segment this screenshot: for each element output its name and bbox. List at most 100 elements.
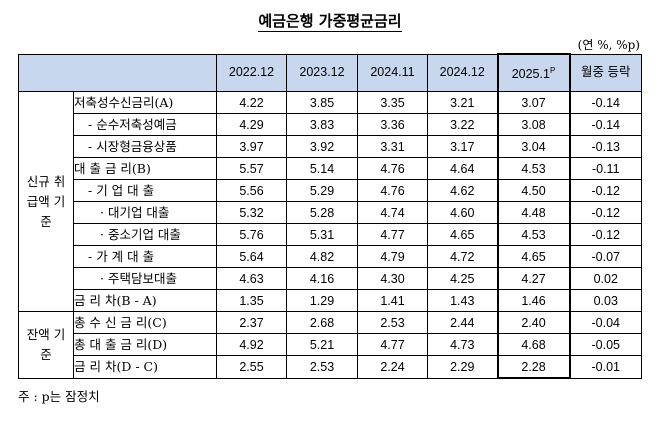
rate-cell: 4.16 <box>286 267 358 290</box>
change-cell: -0.14 <box>569 91 642 114</box>
rate-cell: 2.44 <box>427 311 498 334</box>
rate-cell: 5.64 <box>216 245 287 268</box>
interest-rate-table: 2022.12 2023.12 2024.11 2024.12 2025.1P … <box>18 53 642 379</box>
rate-cell: 3.97 <box>216 135 287 158</box>
change-cell: -0.12 <box>569 223 642 246</box>
rate-cell: 4.65 <box>496 245 571 268</box>
rate-cell: 4.64 <box>427 157 498 180</box>
rate-cell: 4.30 <box>357 267 428 290</box>
column-header: 2024.11 <box>357 53 428 92</box>
rate-cell: 4.48 <box>496 201 571 224</box>
table-row: - 시장형금융상품 3.97 3.92 3.31 3.17 3.04 -0.13 <box>19 135 642 158</box>
rate-cell: 4.65 <box>427 223 498 246</box>
change-cell: -0.12 <box>569 179 642 202</box>
rate-cell: 4.68 <box>496 333 571 356</box>
rate-cell: 4.73 <box>427 333 498 356</box>
rate-cell: 4.92 <box>216 333 287 356</box>
group-label-balance: 잔액 기준 <box>18 311 74 379</box>
rate-cell: 4.62 <box>427 179 498 202</box>
rate-cell: 4.25 <box>427 267 498 290</box>
rate-cell: 5.57 <box>216 157 287 180</box>
rate-cell: 4.50 <box>496 179 571 202</box>
column-header: 월중 등락 <box>569 53 642 92</box>
rate-cell: 3.35 <box>357 91 428 114</box>
rate-cell: 5.29 <box>286 179 358 202</box>
row-label: - 순수저축성예금 <box>73 113 217 136</box>
rate-cell: 5.56 <box>216 179 287 202</box>
row-label: · 대기업 대출 <box>73 201 217 224</box>
change-cell: -0.13 <box>569 135 642 158</box>
rate-cell: 3.31 <box>357 135 428 158</box>
change-cell: -0.12 <box>569 201 642 224</box>
row-label: · 주택담보대출 <box>73 267 217 290</box>
rate-cell: 5.31 <box>286 223 358 246</box>
rate-cell: 1.35 <box>216 289 287 312</box>
rate-cell: 3.92 <box>286 135 358 158</box>
rate-cell: 4.79 <box>357 245 428 268</box>
table-row: - 기 업 대 출 5.56 5.29 4.76 4.62 4.50 -0.12 <box>19 179 642 202</box>
group-label-new: 신규 취급액 기준 <box>18 91 74 312</box>
rate-cell: 4.27 <box>496 267 571 290</box>
rate-cell: 3.08 <box>496 113 571 136</box>
footnote: 주 : p는 잠정치 <box>18 389 100 404</box>
header-row: 2022.12 2023.12 2024.11 2024.12 2025.1P … <box>18 53 642 92</box>
rate-cell: 3.36 <box>357 113 428 136</box>
change-cell: -0.14 <box>569 113 642 136</box>
change-cell: -0.01 <box>569 355 642 379</box>
row-label: 총 대 출 금 리(D) <box>73 333 217 356</box>
table-row: - 가 계 대 출 5.64 4.82 4.79 4.72 4.65 -0.07 <box>19 245 642 268</box>
table-row: 대 출 금 리(B) 5.57 5.14 4.76 4.64 4.53 -0.11 <box>19 157 642 180</box>
rate-cell: 3.83 <box>286 113 358 136</box>
change-cell: 0.03 <box>569 289 642 312</box>
rate-cell: 3.22 <box>427 113 498 136</box>
change-cell: -0.05 <box>569 333 642 356</box>
rate-cell: 3.04 <box>496 135 571 158</box>
column-header-current: 2025.1P <box>496 53 571 92</box>
rate-cell: 4.29 <box>216 113 287 136</box>
row-label: - 시장형금융상품 <box>73 135 217 158</box>
rate-cell: 4.53 <box>496 157 571 180</box>
column-header: 2023.12 <box>286 53 358 92</box>
row-label: 금 리 차(B - A) <box>73 289 217 312</box>
table-row: 금 리 차(B - A) 1.35 1.29 1.41 1.43 1.46 0.03 <box>19 289 642 312</box>
rate-cell: 2.29 <box>427 355 498 379</box>
rate-cell: 4.60 <box>427 201 498 224</box>
rate-cell: 4.74 <box>357 201 428 224</box>
rate-cell: 1.46 <box>496 289 571 312</box>
rate-cell: 2.53 <box>357 311 428 334</box>
table-row: · 주택담보대출 4.63 4.16 4.30 4.25 4.27 0.02 <box>19 267 642 290</box>
rate-cell: 5.28 <box>286 201 358 224</box>
rate-cell: 4.82 <box>286 245 358 268</box>
rate-cell: 4.22 <box>216 91 287 114</box>
preliminary-mark: P <box>549 66 556 76</box>
column-header: 2024.12 <box>427 53 498 92</box>
table-row: - 순수저축성예금 4.29 3.83 3.36 3.22 3.08 -0.14 <box>19 113 642 136</box>
rate-cell: 3.17 <box>427 135 498 158</box>
rate-cell: 3.07 <box>496 91 571 114</box>
column-header: 2022.12 <box>216 53 287 92</box>
table-row: 신규 취급액 기준 저축성수신금리(A) 4.22 3.85 3.35 3.21 3.07-… <box>18 91 642 312</box>
table-row: · 중소기업 대출 5.76 5.31 4.77 4.65 4.53 -0.12 <box>19 223 642 246</box>
row-label: · 중소기업 대출 <box>73 223 217 246</box>
rate-cell: 2.28 <box>496 355 571 379</box>
change-cell: -0.11 <box>569 157 642 180</box>
table-row: · 대기업 대출 5.32 5.28 4.74 4.60 4.48 -0.12 <box>19 201 642 224</box>
rate-cell: 2.40 <box>496 311 571 334</box>
change-cell: -0.04 <box>569 311 642 334</box>
rate-cell: 4.77 <box>357 223 428 246</box>
rate-cell: 5.32 <box>216 201 287 224</box>
rate-cell: 5.76 <box>216 223 287 246</box>
change-cell: -0.07 <box>569 245 642 268</box>
rate-cell: 2.37 <box>216 311 287 334</box>
rate-cell: 2.68 <box>286 311 358 334</box>
unit-label: (연 %, %p) <box>577 38 640 52</box>
row-label: 총 수 신 금 리(C) <box>73 311 217 334</box>
header-corner <box>18 53 217 92</box>
rate-cell: 2.24 <box>357 355 428 379</box>
rate-cell: 4.76 <box>357 179 428 202</box>
row-label: - 가 계 대 출 <box>73 245 217 268</box>
table-row: 총 대 출 금 리(D) 4.92 5.21 4.77 4.73 4.68 -0.05 <box>19 333 642 356</box>
rate-cell: 2.55 <box>216 355 287 379</box>
rate-cell: 1.29 <box>286 289 358 312</box>
row-label: 금 리 차(D - C) <box>73 355 217 379</box>
